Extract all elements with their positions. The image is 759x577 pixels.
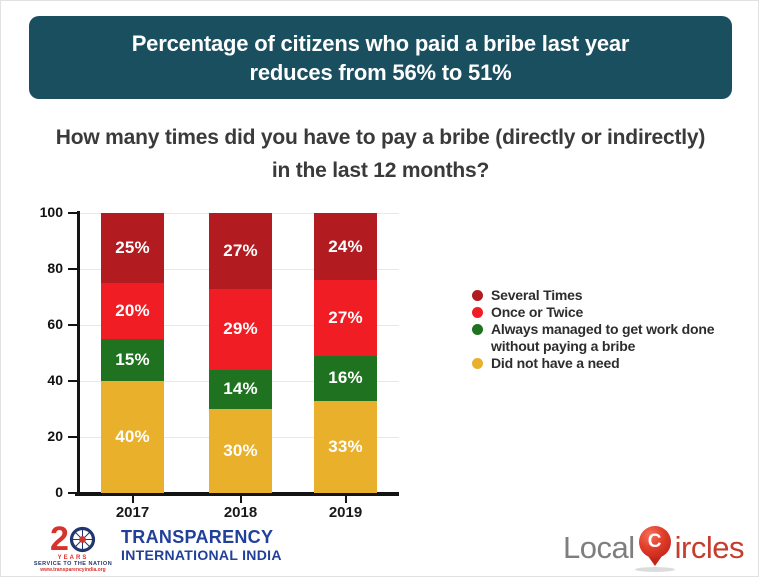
- chart-legend: Several Times Once or Twice Always managed…: [472, 287, 722, 372]
- y-axis-label-80: 80: [47, 260, 63, 276]
- y-tick-80: [68, 268, 78, 270]
- x-axis-label-2019: 2019: [328, 504, 363, 521]
- y-axis-label-0: 0: [55, 484, 63, 500]
- x-axis-line: [75, 492, 399, 496]
- y-tick-0: [68, 492, 78, 494]
- bar-value-label: 27%: [328, 307, 363, 327]
- x-tick-2017: [131, 496, 134, 503]
- legend-item: Did not have a need: [472, 355, 722, 372]
- bar-segment: 24%: [314, 213, 377, 281]
- legend-label: Once or Twice: [491, 304, 584, 320]
- bar-value-label: 40%: [115, 427, 150, 446]
- bar-value-label: 30%: [223, 441, 258, 460]
- bar-segment: 33%: [314, 400, 377, 493]
- pin-tail: [647, 556, 662, 566]
- bar-segment: 27%: [314, 280, 377, 356]
- legend-label: Always managed to get work done without …: [491, 321, 715, 354]
- bar-value-label: 16%: [328, 368, 363, 388]
- y-axis-label-20: 20: [47, 428, 63, 444]
- pin-shadow: [634, 567, 675, 572]
- tii-number-2: 2: [50, 520, 69, 558]
- y-axis-label-100: 100: [39, 204, 63, 220]
- chakra-wheel-icon: [69, 526, 96, 552]
- y-tick-60: [68, 324, 78, 326]
- pin-circle: C: [638, 526, 671, 558]
- legend-color-dot: [472, 307, 483, 318]
- tii-years-label: YEARS: [57, 555, 89, 561]
- title-line-1: Percentage of citizens who paid a bribe …: [131, 30, 630, 56]
- legend-color-dot: [472, 324, 483, 335]
- bar-value-label: 24%: [328, 236, 363, 256]
- transparency-international-logo: 2 YEARS SERVICE TO THE NATION www.transp…: [31, 520, 282, 573]
- x-axis-label-2018: 2018: [223, 504, 258, 521]
- bar-value-label: 14%: [223, 379, 258, 399]
- y-axis-label-40: 40: [47, 372, 63, 388]
- tii-url: www.transparencyindia.org: [40, 567, 106, 573]
- legend-item: Once or Twice: [472, 304, 722, 321]
- bar-value-label: 29%: [223, 319, 258, 339]
- bar-segment: 30%: [209, 409, 272, 493]
- tii-tagline: SERVICE TO THE NATION: [33, 561, 113, 567]
- y-tick-100: [68, 212, 78, 214]
- bar-segment: 14%: [209, 369, 272, 409]
- tii-20: 2: [31, 520, 115, 558]
- tii-wordmark: TRANSPARENCY INTERNATIONAL INDIA: [121, 524, 282, 564]
- legend-label: Did not have a need: [491, 355, 620, 371]
- bar-segment: 20%: [101, 283, 164, 339]
- bar-segment: 15%: [101, 339, 164, 381]
- localcircles-pin-icon: C: [634, 524, 675, 572]
- x-tick-2019: [344, 496, 347, 503]
- survey-question: How many times did you have to pay a bri…: [1, 121, 758, 187]
- x-tick-2018: [239, 496, 242, 503]
- legend-color-dot: [472, 290, 483, 301]
- bar-segment: 25%: [101, 213, 164, 283]
- bar-value-label: 27%: [223, 240, 258, 260]
- title-banner: Percentage of citizens who paid a bribe …: [29, 16, 732, 99]
- y-axis-line: [77, 211, 80, 495]
- localcircles-suffix: ircles: [674, 530, 745, 565]
- tii-20-years-emblem: 2 YEARS SERVICE TO THE NATION www.transp…: [31, 520, 115, 573]
- y-tick-40: [68, 380, 78, 382]
- title-line-2: reduces from 56% to 51%: [249, 59, 512, 85]
- question-line-2: in the last 12 months?: [271, 159, 490, 182]
- tii-org-line-2: INTERNATIONAL INDIA: [121, 547, 282, 563]
- question-line-1: How many times did you have to pay a bri…: [55, 126, 706, 149]
- legend-label: Several Times: [491, 287, 583, 303]
- bar-segment: 29%: [209, 288, 272, 370]
- bar-segment: 40%: [101, 381, 164, 493]
- bar-value-label: 33%: [328, 436, 363, 456]
- legend-item: Always managed to get work done without …: [472, 321, 722, 355]
- bar-value-label: 15%: [115, 350, 150, 369]
- localcircles-c: C: [647, 531, 662, 552]
- y-tick-20: [68, 436, 78, 438]
- x-axis-label-2017: 2017: [115, 504, 150, 521]
- legend-color-dot: [472, 358, 483, 369]
- legend-item: Several Times: [472, 287, 722, 304]
- localcircles-prefix: Local: [563, 530, 635, 565]
- localcircles-logo: Local C ircles: [563, 523, 744, 573]
- y-axis-label-60: 60: [47, 316, 63, 332]
- tii-org-line-1: TRANSPARENCY: [121, 527, 274, 547]
- bar-value-label: 20%: [115, 301, 150, 320]
- bar-value-label: 25%: [115, 238, 150, 257]
- bar-segment: 16%: [314, 355, 377, 401]
- bar-segment: 27%: [209, 213, 272, 289]
